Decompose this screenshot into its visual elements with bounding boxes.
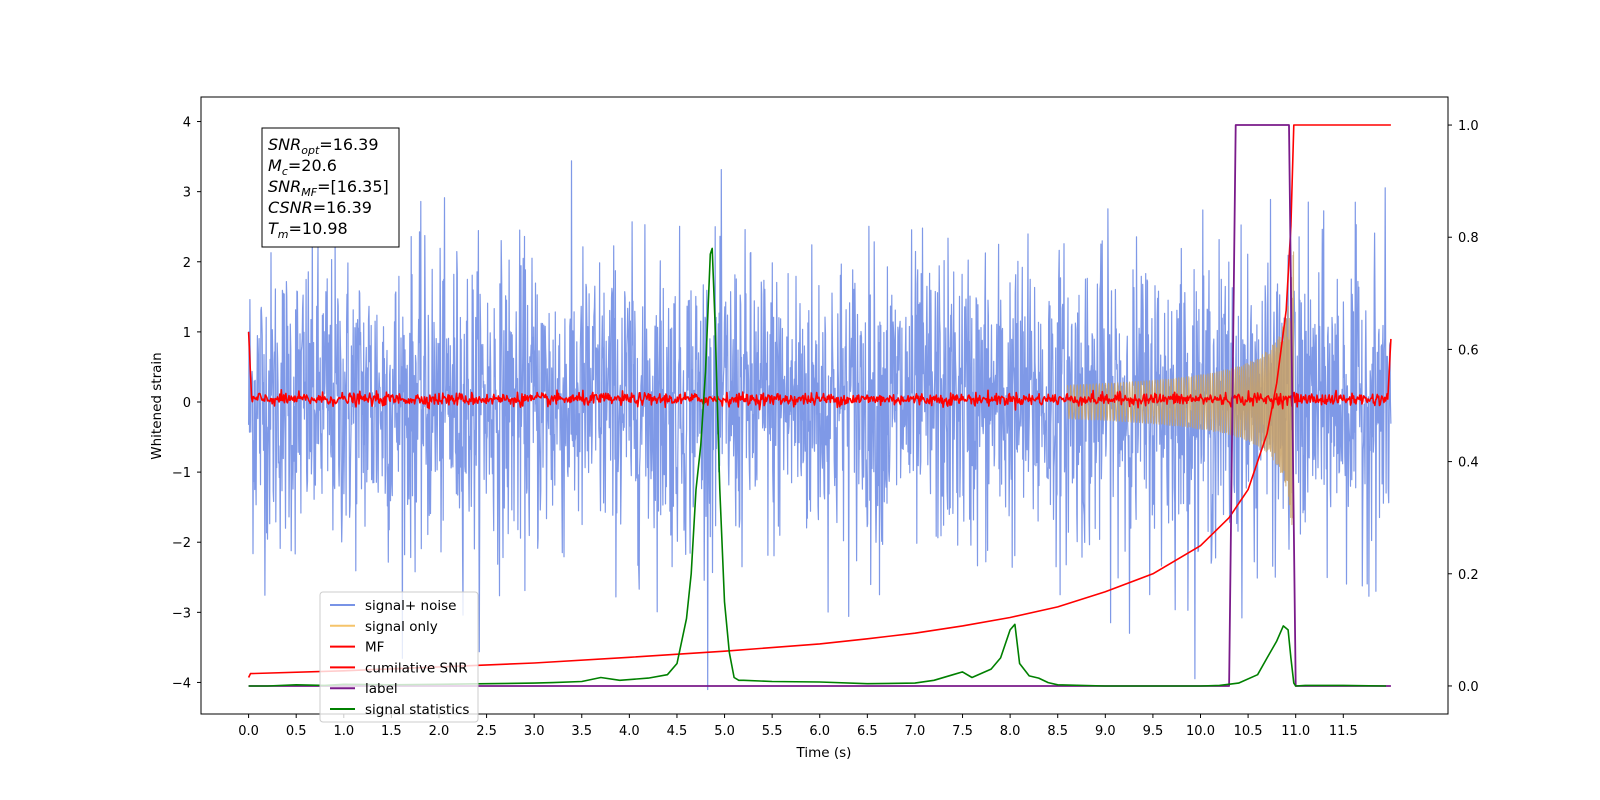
x-tick-label: 10.5 — [1234, 724, 1263, 739]
x-tick-label: 6.5 — [857, 724, 878, 739]
x-tick-label: 5.0 — [714, 724, 735, 739]
x-tick-label: 1.5 — [381, 724, 402, 739]
legend-label: label — [365, 681, 398, 697]
series-signal-statistics — [248, 247, 1387, 687]
x-tick-label: 2.5 — [476, 724, 497, 739]
y-tick-label: 3 — [183, 186, 191, 201]
plot-frame — [200, 96, 1449, 715]
x-axis: 0.0 0.5 1.0 1.5 2.0 2.5 3.0 3.5 4.0 4.5 5.0 5.5 6.0 6… — [238, 714, 1358, 739]
x-tick-label: 8.5 — [1047, 724, 1068, 739]
x-tick-label: 3.0 — [524, 724, 545, 739]
legend-frame — [319, 591, 479, 723]
x-tick-label: 7.0 — [905, 724, 926, 739]
x-tick-label: 1.0 — [333, 724, 354, 739]
y2-tick-label: 0.4 — [1458, 456, 1479, 471]
y-axis-left: 4 3 2 1 0 −1 −2 −3 −4 — [172, 116, 201, 691]
series-mf — [247, 331, 1392, 411]
x-tick-label: 5.5 — [762, 724, 783, 739]
x-tick-label: 3.5 — [571, 724, 592, 739]
info-line: SNRMF=[16.35] — [268, 177, 389, 199]
y-tick-label: −4 — [172, 676, 191, 691]
x-tick-label: 11.5 — [1329, 724, 1358, 739]
x-tick-label: 2.0 — [429, 724, 450, 739]
x-tick-label: 9.0 — [1095, 724, 1116, 739]
x-tick-label: 11.0 — [1281, 724, 1310, 739]
legend-label: signal only — [365, 619, 438, 635]
y-tick-label: −2 — [172, 536, 191, 551]
info-line: Tm=10.98 — [268, 219, 348, 241]
y-tick-label: −3 — [172, 606, 191, 621]
legend-label: cumilative SNR — [365, 660, 468, 676]
legend-label: MF — [365, 640, 384, 656]
info-line: Mc=20.6 — [268, 156, 337, 178]
x-tick-label: 9.5 — [1143, 724, 1164, 739]
series-signal-noise — [248, 160, 1392, 691]
y-axis-label: Whitened strain — [149, 352, 165, 459]
plot-area — [247, 124, 1392, 691]
y2-tick-label: 0.6 — [1458, 343, 1479, 358]
y-tick-label: 1 — [183, 326, 191, 341]
info-line: SNRopt=16.39 — [268, 135, 379, 157]
legend-label: signal+ noise — [365, 598, 456, 614]
y2-tick-label: 0.0 — [1458, 680, 1479, 695]
info-line: CSNR=16.39 — [268, 198, 372, 217]
y-tick-label: −1 — [172, 466, 191, 481]
x-tick-label: 8.0 — [1000, 724, 1021, 739]
x-tick-label: 0.0 — [238, 724, 259, 739]
legend-label: signal statistics — [365, 702, 469, 718]
series-signal-only — [1067, 251, 1295, 526]
series-cumilative-snr — [247, 124, 1391, 678]
x-tick-label: 10.0 — [1186, 724, 1215, 739]
y2-tick-label: 0.2 — [1458, 568, 1479, 583]
info-box: SNRopt=16.39Mc=20.6SNRMF=[16.35]CSNR=16.… — [261, 127, 400, 248]
y-tick-label: 4 — [183, 116, 191, 131]
x-tick-label: 4.5 — [667, 724, 688, 739]
x-tick-label: 4.0 — [619, 724, 640, 739]
x-tick-label: 0.5 — [286, 724, 307, 739]
x-tick-label: 7.5 — [952, 724, 973, 739]
x-axis-label: Time (s) — [796, 745, 852, 761]
legend: signal+ noise signal only MF cumilative SNR… — [319, 591, 479, 723]
y2-tick-label: 1.0 — [1458, 119, 1479, 134]
y2-tick-label: 0.8 — [1458, 231, 1479, 246]
x-tick-label: 6.0 — [809, 724, 830, 739]
y-tick-label: 2 — [183, 256, 191, 271]
info-box-frame — [261, 127, 400, 248]
y-tick-label: 0 — [183, 396, 191, 411]
y-axis-right: 1.0 0.8 0.6 0.4 0.2 0.0 — [1448, 119, 1479, 695]
